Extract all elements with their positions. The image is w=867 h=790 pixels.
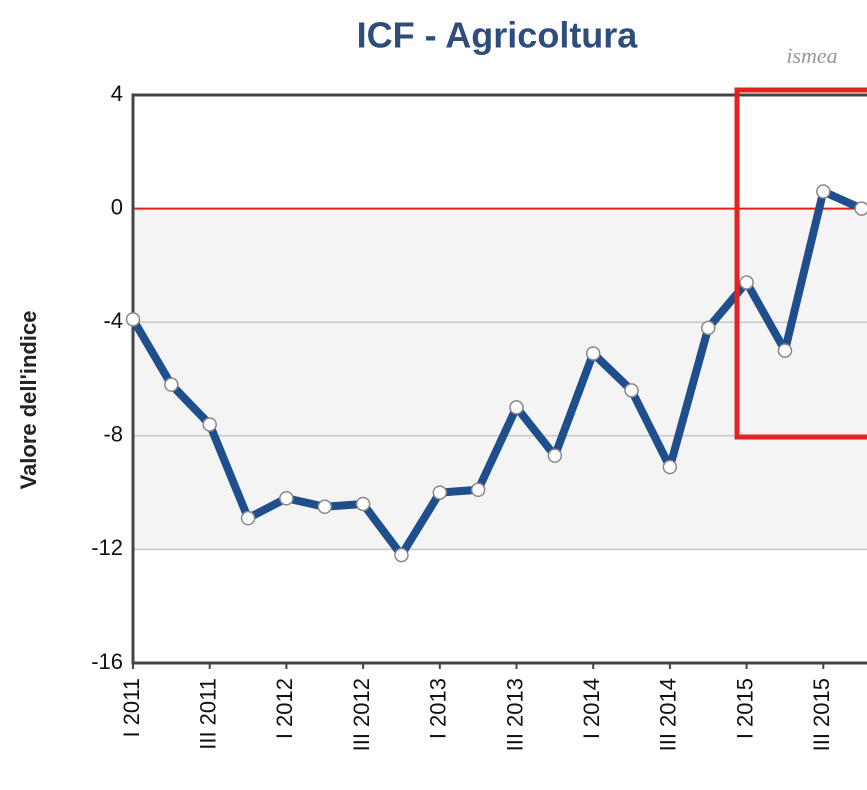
y-axis-label: Valore dell'indice bbox=[16, 311, 41, 490]
point bbox=[739, 275, 754, 290]
point bbox=[164, 377, 179, 392]
y-tick-label: 0 bbox=[111, 194, 123, 219]
band bbox=[133, 208, 867, 550]
x-tick-label: I 2013 bbox=[426, 678, 451, 739]
x-tick-label: III 2011 bbox=[196, 678, 221, 750]
x-tick-label: III 2012 bbox=[349, 678, 374, 751]
point bbox=[202, 417, 217, 432]
logo: ismea bbox=[786, 43, 837, 68]
x-tick-label: III 2014 bbox=[656, 678, 681, 751]
x-tick-label: I 2011 bbox=[119, 678, 144, 738]
point bbox=[624, 383, 639, 398]
y-tick-label: -8 bbox=[103, 422, 123, 447]
point bbox=[355, 496, 371, 512]
x-tick-label: I 2012 bbox=[272, 678, 297, 739]
point bbox=[585, 346, 601, 361]
highlight-box bbox=[734, 87, 867, 440]
point bbox=[470, 482, 486, 498]
y-tick-label: -16 bbox=[91, 649, 123, 674]
point bbox=[509, 400, 524, 415]
point bbox=[240, 510, 256, 526]
point bbox=[662, 459, 678, 475]
y-tick-label: 4 bbox=[111, 81, 123, 106]
point bbox=[317, 499, 332, 515]
x-tick-label: I 2015 bbox=[732, 678, 757, 739]
point bbox=[125, 312, 141, 327]
y-tick-label: -4 bbox=[103, 308, 123, 333]
point bbox=[279, 491, 294, 506]
y-tick-label: -12 bbox=[91, 535, 123, 560]
x-tick-label: III 2013 bbox=[502, 678, 527, 751]
x-tick-label: III 2015 bbox=[809, 678, 834, 751]
point bbox=[701, 320, 716, 336]
point bbox=[432, 485, 448, 500]
point bbox=[854, 201, 867, 216]
point bbox=[547, 448, 563, 463]
point bbox=[816, 184, 831, 199]
x-tick-label: I 2014 bbox=[579, 678, 604, 739]
chart-title: ICF - Agricoltura bbox=[357, 15, 639, 56]
point bbox=[777, 343, 793, 358]
point bbox=[394, 547, 409, 563]
